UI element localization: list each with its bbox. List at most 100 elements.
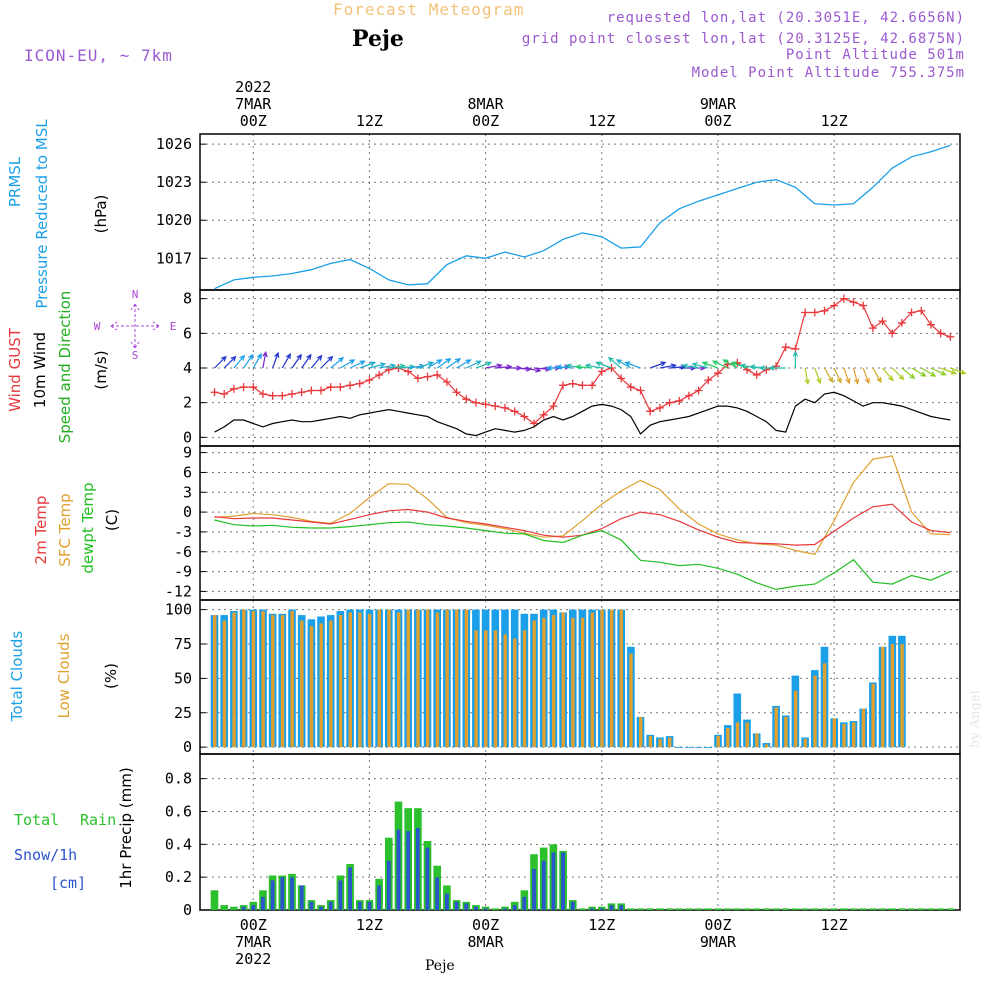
wind-direction-arrow <box>320 355 334 369</box>
wind-direction-arrow <box>615 359 632 369</box>
wind-direction-arrow <box>701 361 719 369</box>
precip-axis-label: 1hr Precip (mm) <box>117 767 135 888</box>
wind-gust-marker <box>597 367 606 376</box>
rain-bar <box>220 905 228 910</box>
wind-gust-line <box>214 298 951 425</box>
wind-direction-arrow <box>310 354 323 369</box>
snow-bar <box>512 905 517 910</box>
low-clouds-bar <box>271 615 275 748</box>
wind-direction-arrow <box>843 367 851 385</box>
rain-bar <box>588 906 596 910</box>
low-clouds-bar <box>455 609 459 748</box>
compass-north-label: N <box>132 288 139 301</box>
low-clouds-bar <box>764 744 769 748</box>
low-clouds-bar <box>784 716 788 748</box>
rain-bar <box>849 908 858 910</box>
low-clouds-bar <box>290 611 294 748</box>
rain-bar <box>714 908 722 910</box>
wind-gust-marker <box>481 400 490 409</box>
prmsl-line <box>214 144 951 290</box>
wind-gust-marker <box>588 381 597 390</box>
total-clouds-bar <box>694 747 703 748</box>
snow-bar <box>386 860 391 910</box>
rain-bar <box>656 908 664 910</box>
bottom-time-label: 9MAR <box>700 933 737 951</box>
rain-bar <box>665 908 674 910</box>
low-clouds-bar <box>832 718 836 748</box>
top-time-label: 12Z <box>821 112 848 130</box>
rain-bar <box>627 908 635 910</box>
snow-bar <box>348 867 352 910</box>
low-clouds-bar <box>435 612 440 748</box>
rain-bar <box>752 908 761 910</box>
low-clouds-bar <box>561 612 565 748</box>
wind-gust-marker <box>384 365 393 374</box>
wind-direction-arrow <box>768 365 786 371</box>
y-tick-label: 50 <box>174 669 192 687</box>
wind-direction-arrow <box>340 359 356 369</box>
snow-bar <box>251 905 256 910</box>
wind-gust-marker <box>655 403 664 412</box>
meteogram-title: Forecast Meteogram <box>333 0 525 19</box>
rain-bar <box>704 908 713 910</box>
2m-temp-axis-label: 2m Temp <box>32 496 50 565</box>
total-clouds-bar <box>675 747 684 748</box>
y-tick-label: 0 <box>183 901 192 919</box>
rain-bar <box>888 908 897 910</box>
wind-direction-arrow <box>475 361 493 369</box>
y-tick-label: 0.8 <box>165 770 192 788</box>
snow-bar <box>367 901 372 910</box>
sfc-temp-axis-label: SFC Temp <box>56 493 74 566</box>
wind-direction-arrow <box>901 367 916 380</box>
rain-bar <box>694 908 703 910</box>
wind-direction-arrow <box>223 355 237 369</box>
wind-gust-marker <box>665 398 674 407</box>
wind-direction-arrow <box>446 358 462 369</box>
y-tick-label: -9 <box>174 563 192 581</box>
y-tick-label: 9 <box>183 444 192 462</box>
y-tick-label: -3 <box>174 523 192 541</box>
y-tick-label: 1017 <box>156 249 192 267</box>
snow-bar <box>425 847 430 910</box>
low-clouds-bar <box>890 644 895 748</box>
snow-bar <box>415 827 420 910</box>
rain-bar <box>685 908 693 910</box>
y-tick-label: 0.4 <box>165 835 192 853</box>
wind-gust-marker <box>336 383 345 392</box>
y-tick-label: 75 <box>174 635 192 653</box>
wind-gust-marker <box>326 383 335 392</box>
low-clouds-bar <box>222 620 227 748</box>
wind-gust-axis-label: Wind GUST <box>6 327 24 412</box>
low-clouds-bar <box>358 612 362 748</box>
bottom-time-label: 2022 <box>235 950 271 968</box>
top-time-label: 8MAR <box>468 95 505 113</box>
wind-direction-arrow <box>930 367 947 376</box>
rain-bar <box>598 906 606 910</box>
y-tick-label: 4 <box>183 359 192 377</box>
snow-bar <box>357 901 362 910</box>
low-clouds-bar <box>232 612 236 748</box>
panel-frame-pressure <box>199 133 961 291</box>
low-clouds-bar <box>900 644 904 748</box>
low-clouds-bar <box>648 736 653 748</box>
snow-bar <box>599 908 604 910</box>
rain-bar <box>782 908 790 910</box>
wind-direction-arrow <box>862 367 870 385</box>
wind-direction-arrow <box>739 363 757 369</box>
snow-bar <box>280 877 285 910</box>
rain-bar <box>636 908 645 910</box>
top-time-label: 12Z <box>356 112 383 130</box>
wind-gust-marker <box>626 383 635 392</box>
low-clouds-bar <box>464 609 469 748</box>
wind-gust-marker <box>539 410 548 419</box>
wind-gust-marker <box>491 402 500 411</box>
snow-bar <box>561 852 565 910</box>
wind-gust-marker <box>307 386 316 395</box>
wind-gust-marker <box>433 370 442 379</box>
low-clouds-bar <box>280 615 285 748</box>
wind-gust-marker <box>268 391 277 400</box>
low-clouds-bar <box>881 646 885 748</box>
wind-gust-marker <box>917 306 926 315</box>
clouds-unit-axis-label: (%) <box>102 663 120 689</box>
low-clouds-bar <box>610 609 614 748</box>
